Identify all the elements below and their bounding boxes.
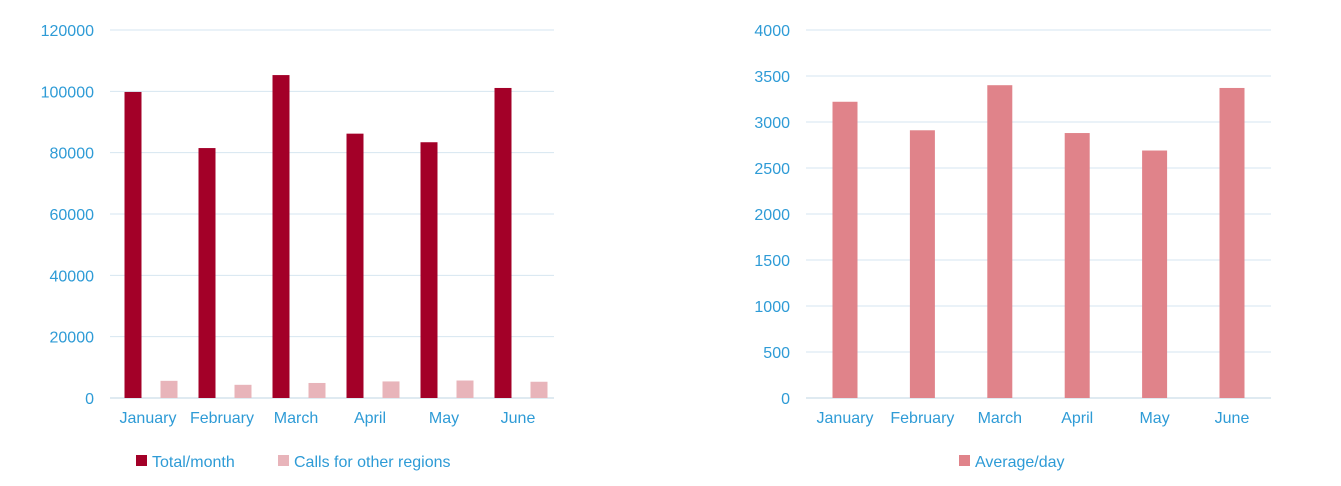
- bar-total-month-june: [494, 87, 512, 399]
- x-tick-label: June: [501, 410, 536, 427]
- bar-total-month-march: [272, 75, 290, 398]
- x-tick-label: June: [1215, 410, 1250, 427]
- bar-total-month-january: [124, 91, 142, 399]
- y-tick-label: 60000: [50, 207, 95, 224]
- x-tick-label: March: [274, 410, 318, 427]
- bar-total-month-may: [420, 142, 438, 398]
- bar-calls-for-other-regions-january: [160, 380, 178, 398]
- y-tick-label: 2500: [754, 161, 790, 178]
- x-tick-label: January: [817, 410, 874, 427]
- legend-label: Average/day: [975, 454, 1065, 471]
- bar-calls-for-other-regions-february: [234, 384, 252, 398]
- bar-average-day-april: [1064, 133, 1090, 399]
- y-tick-label: 3000: [754, 115, 790, 132]
- bar-average-day-january: [832, 101, 858, 398]
- y-tick-label: 20000: [50, 330, 95, 347]
- y-tick-label: 500: [763, 345, 790, 362]
- bar-calls-for-other-regions-may: [456, 380, 474, 398]
- y-tick-label: 40000: [50, 268, 95, 285]
- y-tick-label: 1500: [754, 253, 790, 270]
- y-tick-label: 0: [85, 391, 94, 408]
- y-tick-label: 120000: [41, 23, 94, 40]
- legend-swatch: [278, 455, 289, 466]
- bar-calls-for-other-regions-april: [382, 381, 400, 398]
- legend-label: Total/month: [152, 454, 235, 471]
- y-tick-label: 80000: [50, 146, 95, 163]
- y-tick-label: 2000: [754, 207, 790, 224]
- x-tick-label: February: [190, 410, 254, 427]
- x-tick-label: May: [429, 410, 459, 427]
- average-per-day-chart: 0 500 1000 1500 2000 2500 3000 3500 4000 January F…: [754, 23, 1271, 471]
- x-tick-label: April: [354, 410, 386, 427]
- y-tick-label: 4000: [754, 23, 790, 40]
- legend-swatch: [959, 455, 970, 466]
- legend-label: Calls for other regions: [294, 454, 451, 471]
- bar-total-month-april: [346, 133, 364, 399]
- y-tick-label: 100000: [41, 84, 94, 101]
- legend-swatch: [136, 455, 147, 466]
- x-tick-label: May: [1139, 410, 1169, 427]
- calls-chart: 0 20000 40000 60000 80000 100000 120000 January…: [41, 23, 554, 471]
- bar-calls-for-other-regions-march: [308, 382, 326, 398]
- bar-average-day-june: [1219, 87, 1245, 399]
- x-tick-label: January: [120, 410, 177, 427]
- x-tick-label: February: [890, 410, 954, 427]
- y-tick-label: 1000: [754, 299, 790, 316]
- bar-average-day-february: [909, 130, 935, 398]
- bar-calls-for-other-regions-june: [530, 381, 548, 398]
- bar-total-month-february: [198, 148, 216, 398]
- y-tick-label: 0: [781, 391, 790, 408]
- bar-average-day-may: [1142, 150, 1168, 398]
- x-tick-label: March: [978, 410, 1022, 427]
- bar-average-day-march: [987, 85, 1013, 398]
- x-tick-label: April: [1061, 410, 1093, 427]
- y-tick-label: 3500: [754, 69, 790, 86]
